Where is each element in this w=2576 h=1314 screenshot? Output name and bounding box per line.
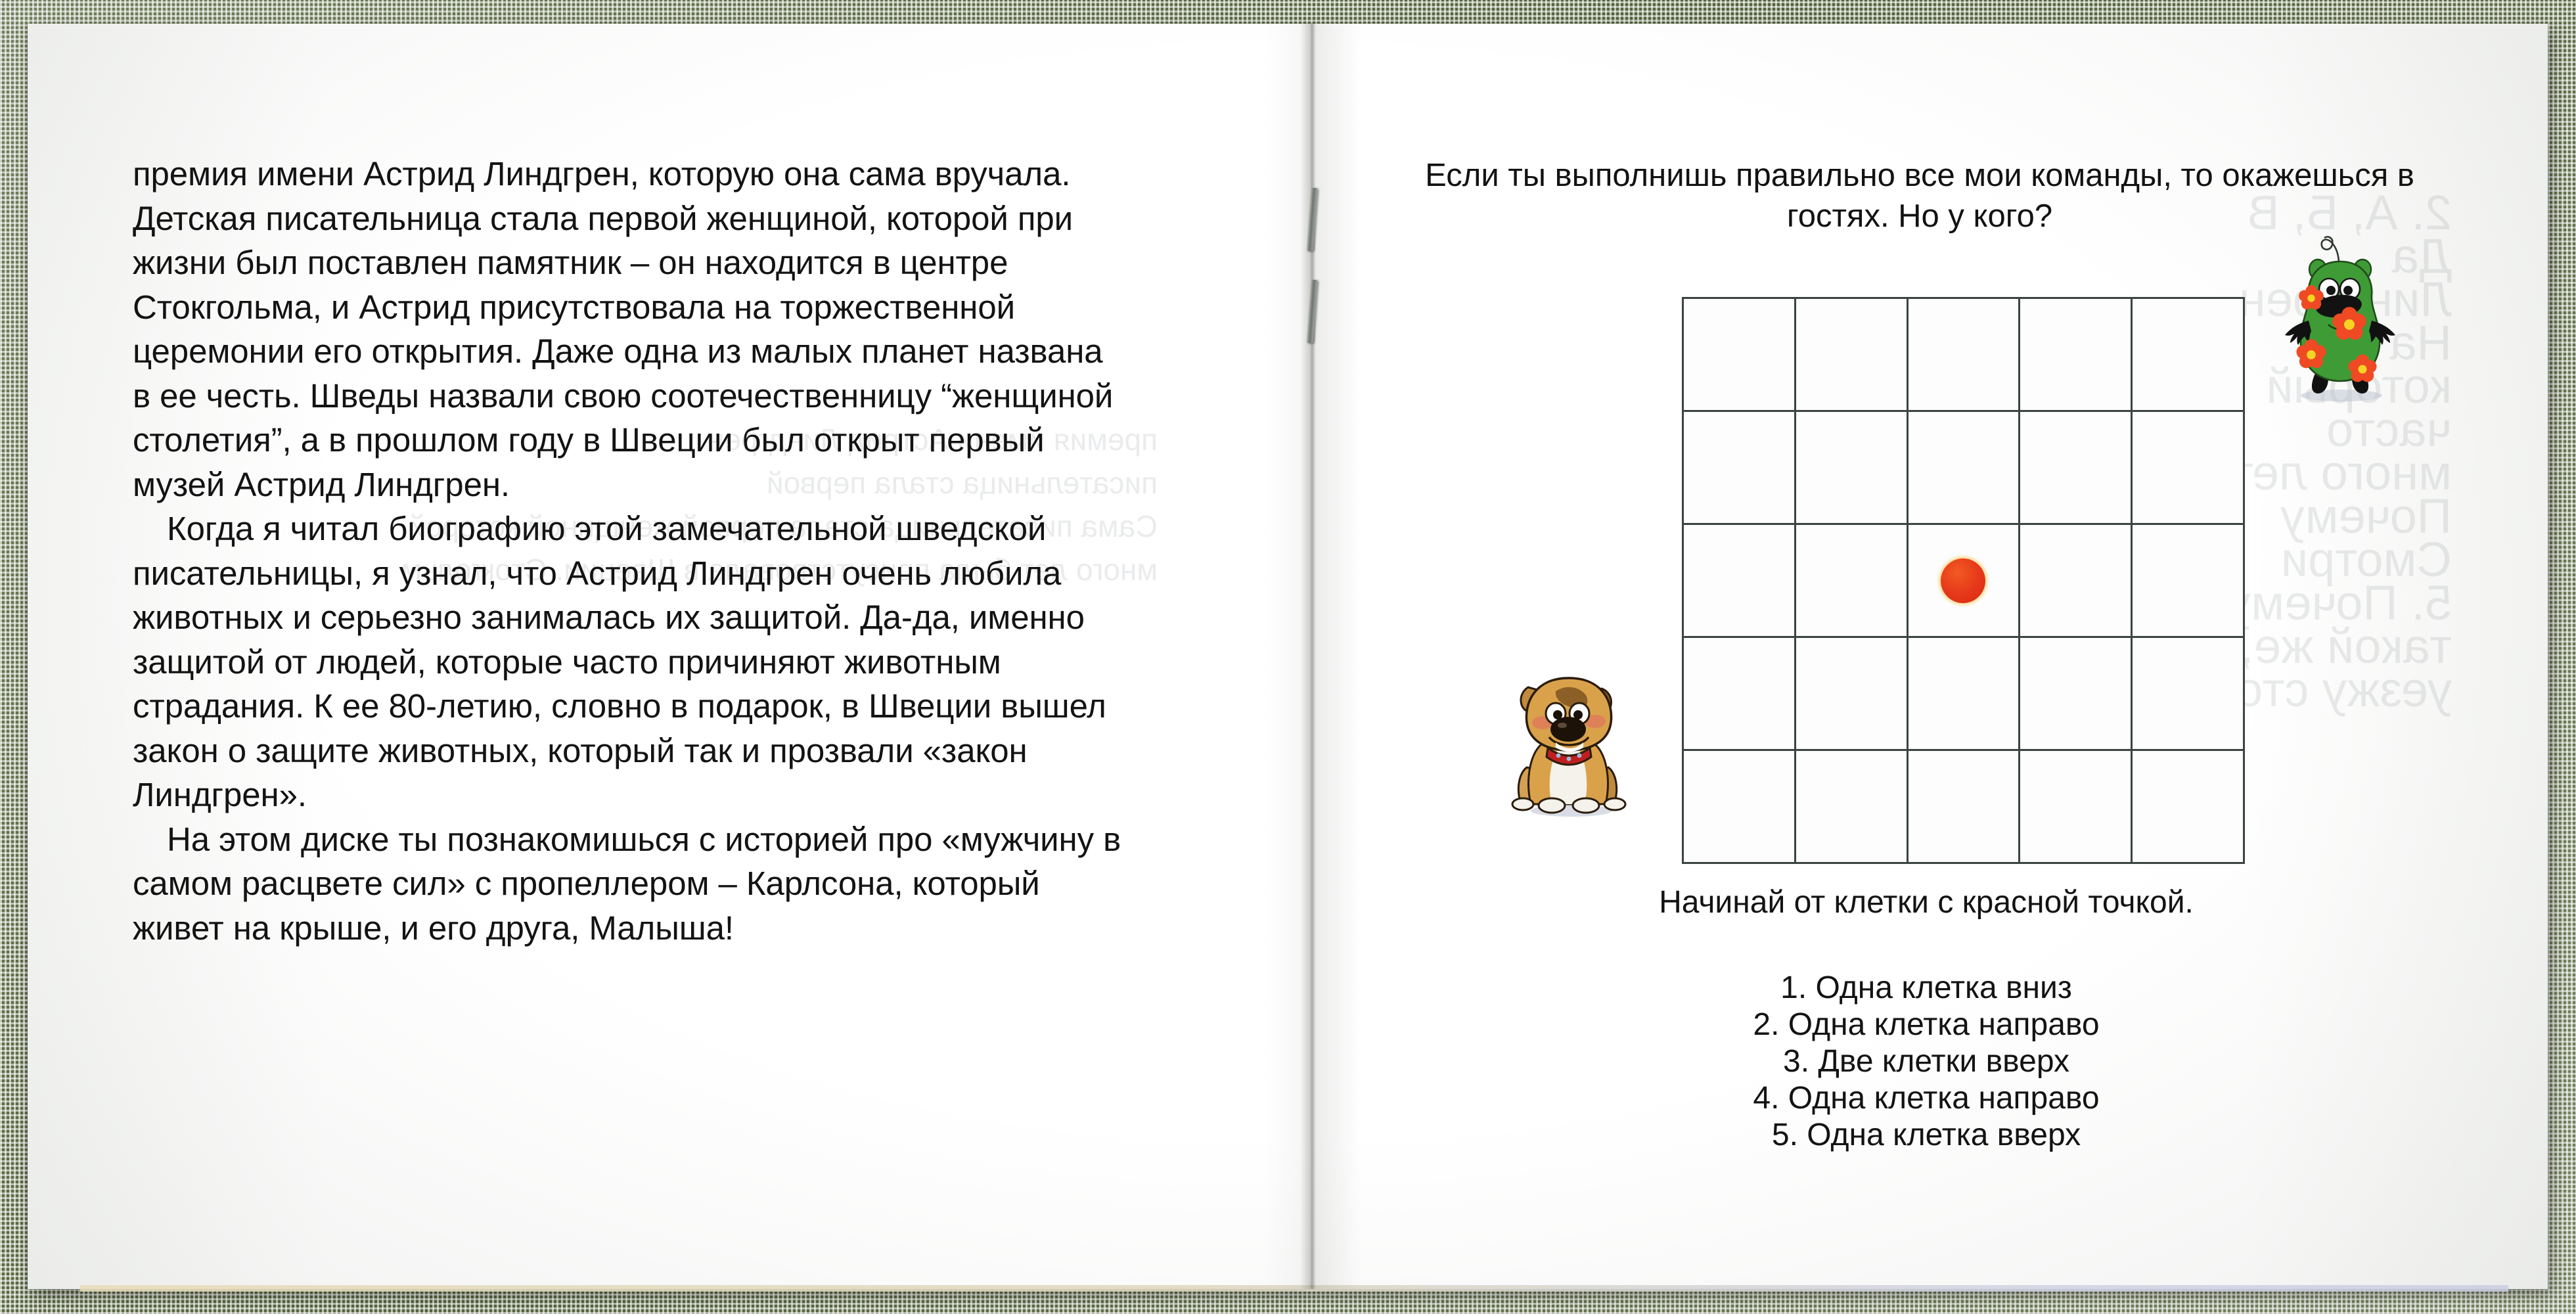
task-heading: Если ты выполнишь правильно все мои кома…	[1425, 158, 2414, 234]
page-stack-edge	[80, 1285, 2508, 1292]
grid-cell[interactable]	[1796, 412, 1909, 525]
grid-cell[interactable]	[1684, 751, 1796, 864]
grid-cell[interactable]	[1684, 299, 1796, 412]
grid-cell[interactable]	[2133, 299, 2245, 412]
red-dot-marker	[1941, 558, 1986, 603]
grid-caption: Начинай от клетки с красной точкой.	[1659, 885, 2194, 920]
right-page: 2. А, Б, В Да Линдгрен На который часто …	[1296, 24, 2548, 1289]
grid-cell[interactable]	[2020, 525, 2133, 638]
puzzle-grid-container	[1682, 297, 2245, 864]
instruction-item-1: 1. Одна клетка вниз	[1780, 970, 2072, 1005]
open-book: премия имени Астрид Линдгрен писательниц…	[28, 24, 2548, 1292]
instruction-list: 1. Одна клетка вниз 2. Одна клетка напра…	[1493, 970, 2360, 1154]
grid-cell[interactable]	[1796, 638, 1909, 751]
grid-cell[interactable]	[1908, 299, 2021, 412]
paragraph-3: На этом диске ты познакомишься с историе…	[133, 820, 1121, 947]
left-page: премия имени Астрид Линдгрен писательниц…	[28, 24, 1296, 1289]
instruction-item-4: 4. Одна клетка направо	[1753, 1081, 2100, 1116]
left-page-body-text: премия имени Астрид Линдгрен, которую он…	[133, 152, 1121, 950]
alien-creature-illustration	[2285, 236, 2395, 401]
instruction-item-5: 5. Одна клетка вверх	[1771, 1118, 2081, 1152]
grid-cell[interactable]	[1908, 751, 2021, 864]
paragraph-2: Когда я читал биографию этой замечательн…	[133, 510, 1106, 813]
paragraph-1: премия имени Астрид Линдгрен, которую он…	[133, 155, 1114, 503]
grid-cell[interactable]	[2020, 751, 2133, 864]
grid-cell[interactable]	[2020, 638, 2133, 751]
puzzle-grid	[1682, 297, 2245, 864]
grid-cell[interactable]	[2133, 751, 2245, 864]
grid-cell[interactable]	[1684, 525, 1796, 638]
grid-cell[interactable]	[1796, 751, 1909, 864]
grid-cell[interactable]	[2133, 525, 2245, 638]
dog-illustration	[1511, 677, 1627, 817]
grid-cell[interactable]	[1796, 525, 1909, 638]
instruction-item-3: 3. Две клетки вверх	[1783, 1044, 2069, 1079]
grid-cell[interactable]	[2133, 638, 2245, 751]
grid-cell[interactable]	[1684, 638, 1796, 751]
grid-cell[interactable]	[2133, 412, 2245, 525]
instruction-item-2: 2. Одна клетка направо	[1753, 1007, 2100, 1042]
grid-cell[interactable]	[1796, 299, 1909, 412]
grid-cell-start[interactable]	[1908, 525, 2021, 638]
grid-cell[interactable]	[2020, 412, 2133, 525]
grid-cell[interactable]	[2020, 299, 2133, 412]
grid-cell[interactable]	[1684, 412, 1796, 525]
grid-cell[interactable]	[1908, 412, 2021, 525]
grid-cell[interactable]	[1908, 638, 2021, 751]
